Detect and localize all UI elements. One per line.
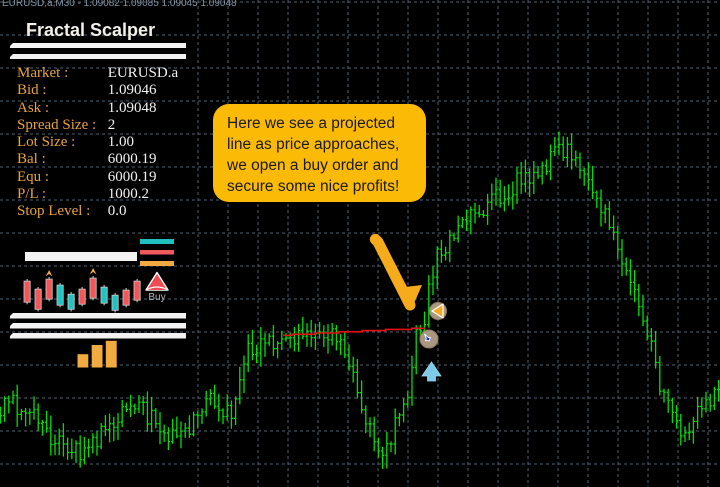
svg-text:Buy: Buy <box>148 292 165 303</box>
